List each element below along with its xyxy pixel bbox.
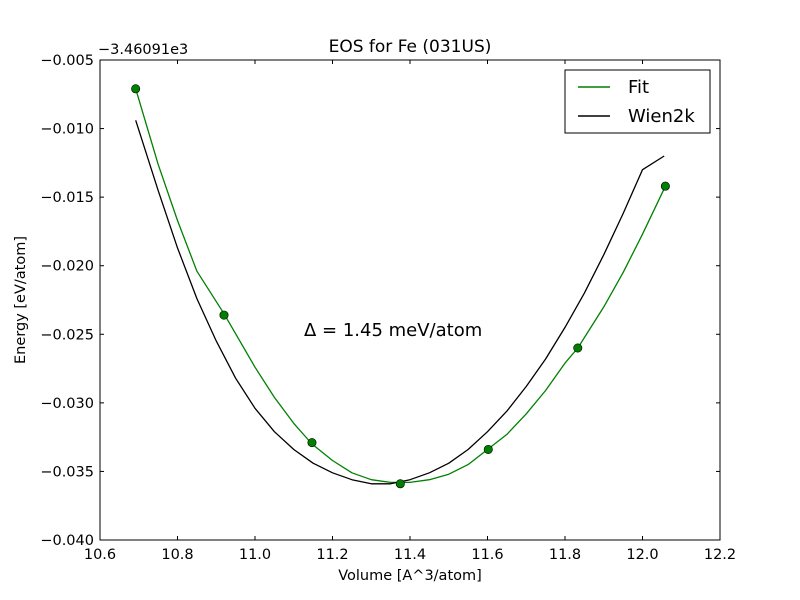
y-tick-label: −0.025 <box>40 327 94 343</box>
x-tick-label: 11.0 <box>239 547 271 563</box>
data-point <box>573 343 583 353</box>
x-tick-label: 10.6 <box>84 547 116 563</box>
y-axis-label: Energy [eV/atom] <box>13 236 29 364</box>
data-point <box>307 438 317 448</box>
y-tick-label: −0.040 <box>40 533 94 549</box>
x-tick-label: 12.0 <box>626 547 658 563</box>
y-tick-label: −0.030 <box>40 396 94 412</box>
plot-area: 10.6 10.8 11.0 11.2 11.4 11.6 11.8 12.0 12.2 −0.0… <box>40 53 736 563</box>
series-line-fit <box>135 88 666 484</box>
y-tick-label: −0.035 <box>40 464 94 480</box>
data-point <box>131 84 141 94</box>
legend-label-wien2k: Wien2k <box>628 106 695 127</box>
y-tick-label: −0.005 <box>40 53 94 69</box>
legend-box <box>564 69 711 134</box>
series-line-wien2k <box>135 120 665 485</box>
data-point <box>660 181 670 191</box>
y-offset-label: −3.46091e3 <box>98 42 188 58</box>
data-point <box>395 479 405 489</box>
x-tick-label: 10.8 <box>161 547 193 563</box>
legend-label-fit: Fit <box>628 77 649 98</box>
x-tick-label: 12.2 <box>704 547 736 563</box>
data-point <box>219 310 229 320</box>
x-axis-label: Volume [A^3/atom] <box>338 568 482 584</box>
x-tick-label: 11.8 <box>549 547 581 563</box>
x-tick-label: 11.6 <box>471 547 503 563</box>
x-tick-label: 11.4 <box>394 547 426 563</box>
y-tick-label: −0.010 <box>40 122 94 138</box>
legend: Fit Wien2k <box>564 69 711 134</box>
data-point <box>483 444 493 454</box>
chart-title: EOS for Fe (031US) <box>329 37 492 57</box>
x-tick-label: 11.2 <box>316 547 348 563</box>
y-tick-label: −0.020 <box>40 259 94 275</box>
delta-annotation: Δ = 1.45 meV/atom <box>304 320 482 341</box>
y-tick-label: −0.015 <box>40 190 94 206</box>
